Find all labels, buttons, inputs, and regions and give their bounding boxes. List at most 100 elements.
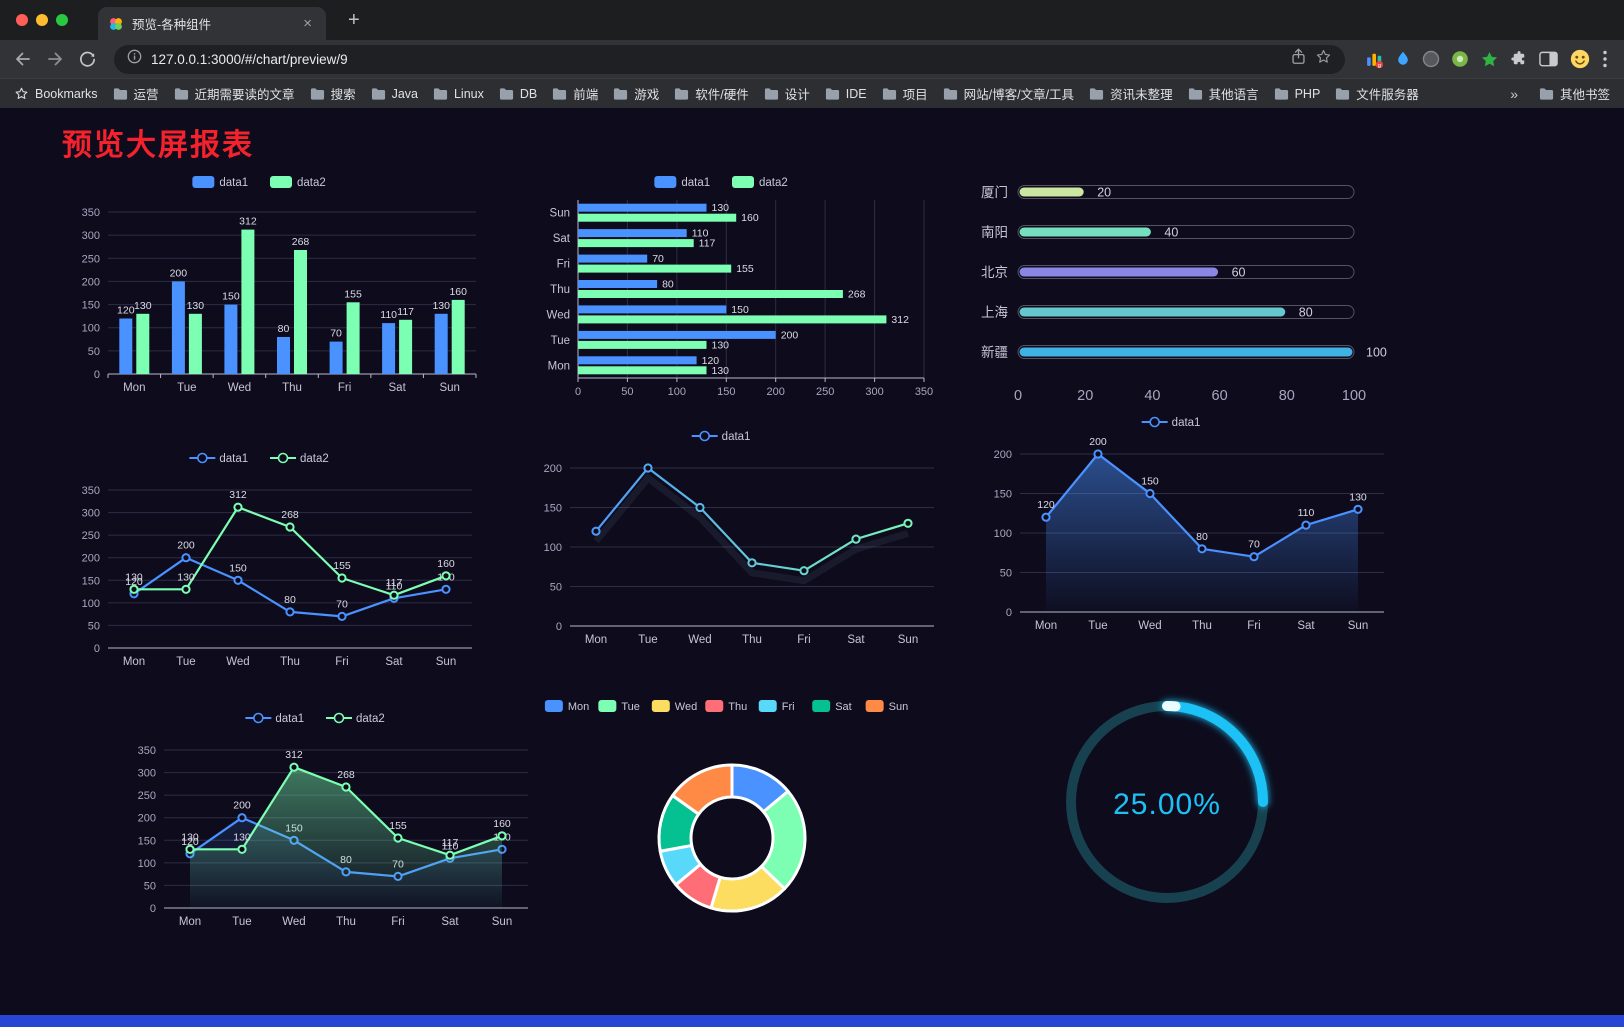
reload-button[interactable] bbox=[72, 44, 102, 74]
svg-text:Sun: Sun bbox=[1348, 620, 1368, 632]
bookmark-label: IDE bbox=[845, 86, 867, 101]
chart-dual-line[interactable]: data1 data2 0 50 100 150 200 250 300 350 Mon Tue Wed… bbox=[50, 442, 512, 668]
svg-text:Sat: Sat bbox=[1297, 620, 1315, 632]
browser-tab[interactable]: 预览-各种组件 × bbox=[98, 7, 326, 40]
bookmarks-bar: Bookmarks 运营 近期需要读的文章 搜索 Java Linux DB 前端 游戏 软件/… bbox=[0, 78, 1624, 108]
bookmark-folder[interactable]: Java bbox=[371, 84, 418, 103]
window-close-button[interactable] bbox=[16, 14, 28, 26]
svg-text:70: 70 bbox=[1248, 539, 1260, 551]
svg-text:data2: data2 bbox=[759, 177, 788, 189]
bookmark-star-icon[interactable] bbox=[1315, 48, 1332, 70]
svg-text:70: 70 bbox=[330, 328, 342, 340]
svg-text:200: 200 bbox=[994, 449, 1012, 461]
svg-text:50: 50 bbox=[88, 346, 100, 358]
svg-text:Fri: Fri bbox=[557, 259, 570, 271]
charts-grid: data1 data2 0 50 100 150 200 250 300 350 Mon Tue Wed… bbox=[0, 166, 1624, 934]
chart-percent-gauge[interactable]: 25.00% bbox=[962, 674, 1412, 934]
svg-text:data1: data1 bbox=[275, 713, 304, 725]
svg-text:Sun: Sun bbox=[492, 916, 512, 928]
svg-text:Mon: Mon bbox=[123, 656, 145, 668]
url-text[interactable]: 127.0.0.1:3000/#/chart/preview/9 bbox=[151, 51, 348, 67]
window-minimize-button[interactable] bbox=[36, 14, 48, 26]
blue-drop-extension-icon[interactable] bbox=[1395, 50, 1411, 68]
svg-text:Thu: Thu bbox=[282, 382, 302, 394]
bookmark-folder[interactable]: 软件/硬件 bbox=[674, 84, 749, 103]
bookmark-folder[interactable]: PHP bbox=[1274, 84, 1320, 103]
other-bookmarks-label: 其他书签 bbox=[1559, 88, 1610, 102]
bookmarks-home[interactable]: Bookmarks bbox=[14, 86, 98, 101]
emoji-avatar[interactable] bbox=[1569, 48, 1591, 70]
bookmark-folder[interactable]: 其他语言 bbox=[1188, 84, 1259, 103]
bookmark-folder[interactable]: 搜索 bbox=[310, 84, 356, 103]
bookmark-folder[interactable]: 设计 bbox=[764, 84, 810, 103]
chart-city-progress[interactable]: 厦门 20 南阳 40 北京 60 上海 80 新疆 100 0 20 40 60 80 100 bbox=[962, 166, 1412, 412]
tab-close-icon[interactable]: × bbox=[303, 15, 312, 32]
svg-text:300: 300 bbox=[82, 508, 100, 520]
chart-dual-area-line[interactable]: data1 data2 0 50 100 150 200 250 300 350 Mon Tue Wed… bbox=[106, 702, 528, 934]
forward-button[interactable] bbox=[40, 44, 70, 74]
folder-icon bbox=[371, 88, 385, 100]
svg-text:100: 100 bbox=[138, 858, 156, 870]
svg-text:100: 100 bbox=[544, 542, 562, 554]
svg-text:0: 0 bbox=[150, 903, 156, 915]
svg-text:300: 300 bbox=[82, 230, 100, 242]
bookmark-folder[interactable]: IDE bbox=[825, 84, 867, 103]
bottom-bar bbox=[0, 1015, 1624, 1027]
svg-text:data1: data1 bbox=[1172, 417, 1201, 429]
chart-gradient-line[interactable]: data1 0 50 100 150 200 Mon Tue Wed Thu Fri Sat Sun bbox=[512, 420, 962, 664]
svg-text:Sun: Sun bbox=[550, 208, 570, 220]
svg-text:155: 155 bbox=[736, 263, 754, 275]
svg-text:0: 0 bbox=[575, 386, 581, 398]
chart-horizontal-bar[interactable]: data1 data2 0 50 100 150 200 250 300 350 Sun 130 160… bbox=[512, 166, 962, 412]
svg-text:60: 60 bbox=[1212, 388, 1228, 404]
bookmark-folder[interactable]: 游戏 bbox=[613, 84, 659, 103]
svg-text:data2: data2 bbox=[300, 453, 329, 465]
other-bookmarks-folder[interactable]: 其他书签 bbox=[1539, 84, 1610, 103]
bookmark-folder[interactable]: Linux bbox=[433, 84, 484, 103]
new-tab-button[interactable]: + bbox=[348, 9, 360, 31]
colorful-bars-extension-icon[interactable]: g bbox=[1365, 50, 1384, 69]
svg-text:150: 150 bbox=[82, 300, 100, 312]
extensions-area: g bbox=[1357, 48, 1616, 70]
bookmark-label: 软件/硬件 bbox=[695, 88, 749, 102]
window-zoom-button[interactable] bbox=[56, 14, 68, 26]
bookmark-folder[interactable]: 近期需要读的文章 bbox=[174, 84, 295, 103]
svg-text:厦门: 厦门 bbox=[981, 185, 1008, 200]
bookmark-label: 其他语言 bbox=[1208, 88, 1259, 102]
svg-text:Thu: Thu bbox=[742, 634, 762, 646]
svg-text:Tue: Tue bbox=[638, 634, 657, 646]
page-content: 预览大屏报表 data1 data2 0 50 100 150 200 250 300 350 Mo… bbox=[0, 108, 1624, 1027]
svg-text:Wed: Wed bbox=[675, 701, 697, 713]
svg-text:120: 120 bbox=[1037, 499, 1055, 511]
bookmark-folder[interactable]: DB bbox=[499, 84, 537, 103]
address-bar[interactable]: 127.0.0.1:3000/#/chart/preview/9 bbox=[114, 44, 1345, 74]
bookmarks-overflow-chevron[interactable]: » bbox=[1510, 85, 1518, 102]
bookmark-label: 前端 bbox=[573, 88, 599, 102]
svg-text:80: 80 bbox=[1196, 531, 1208, 543]
chart-area-line[interactable]: data1 0 50 100 150 200 Mon Tue Wed Thu Fri Sat Sun 12… bbox=[962, 406, 1412, 664]
svg-text:Tue: Tue bbox=[177, 382, 196, 394]
bookmark-folder[interactable]: 文件服务器 bbox=[1335, 84, 1419, 103]
split-screen-icon[interactable] bbox=[1539, 51, 1558, 67]
svg-text:350: 350 bbox=[138, 745, 156, 757]
chart-grouped-bar[interactable]: data1 data2 0 50 100 150 200 250 300 350 Mon Tue Wed… bbox=[50, 166, 512, 412]
gray-circle-extension-icon[interactable] bbox=[1422, 50, 1440, 68]
back-button[interactable] bbox=[8, 44, 38, 74]
green-star-extension-icon[interactable] bbox=[1480, 50, 1499, 69]
green-circle-extension-icon[interactable] bbox=[1451, 50, 1469, 68]
bookmark-folder[interactable]: 前端 bbox=[552, 84, 598, 103]
bookmark-folder[interactable]: 运营 bbox=[113, 84, 159, 103]
svg-text:20: 20 bbox=[1077, 388, 1093, 404]
bookmark-folder[interactable]: 资讯未整理 bbox=[1089, 84, 1173, 103]
bookmark-folder[interactable]: 项目 bbox=[882, 84, 928, 103]
svg-text:data1: data1 bbox=[722, 431, 751, 443]
share-icon[interactable] bbox=[1291, 48, 1306, 70]
bookmark-folder[interactable]: 网站/博客/文章/工具 bbox=[943, 84, 1074, 103]
puzzle-extensions-icon[interactable] bbox=[1510, 50, 1528, 68]
svg-text:Wed: Wed bbox=[226, 656, 249, 668]
svg-text:250: 250 bbox=[82, 253, 100, 265]
kebab-menu-icon[interactable] bbox=[1602, 49, 1608, 69]
chart-week-donut[interactable]: Mon Tue Wed Thu Fri Sat Sun bbox=[512, 690, 962, 934]
svg-text:50: 50 bbox=[1000, 568, 1012, 580]
site-info-icon[interactable] bbox=[127, 49, 142, 69]
